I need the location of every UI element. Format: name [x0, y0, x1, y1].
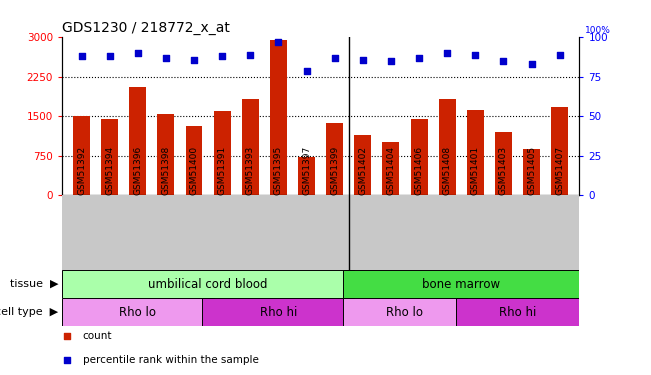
- Text: Rho lo: Rho lo: [119, 306, 156, 319]
- Bar: [551, 107, 568, 195]
- Point: [498, 58, 508, 64]
- Text: tissue  ▶: tissue ▶: [10, 279, 59, 289]
- Bar: [343, 298, 467, 326]
- Bar: [62, 270, 354, 298]
- Text: count: count: [83, 331, 112, 341]
- Point: [62, 333, 72, 339]
- Bar: [343, 270, 579, 298]
- Bar: [73, 116, 90, 195]
- Bar: [439, 99, 456, 195]
- Text: Rho hi: Rho hi: [499, 306, 536, 319]
- Bar: [298, 157, 315, 195]
- Point: [527, 61, 537, 67]
- Point: [555, 52, 565, 58]
- Bar: [202, 298, 354, 326]
- Text: cell type  ▶: cell type ▶: [0, 307, 59, 317]
- Point: [357, 57, 368, 63]
- Bar: [456, 298, 579, 326]
- Bar: [495, 132, 512, 195]
- Bar: [326, 123, 343, 195]
- Point: [442, 50, 452, 56]
- Bar: [411, 119, 428, 195]
- Bar: [214, 111, 230, 195]
- Point: [245, 52, 255, 58]
- Point: [189, 57, 199, 63]
- Point: [414, 55, 424, 61]
- Text: bone marrow: bone marrow: [422, 278, 501, 291]
- Text: umbilical cord blood: umbilical cord blood: [148, 278, 268, 291]
- Bar: [467, 110, 484, 195]
- Bar: [354, 135, 371, 195]
- Bar: [62, 298, 214, 326]
- Point: [301, 68, 312, 74]
- Point: [133, 50, 143, 56]
- Point: [470, 52, 480, 58]
- Point: [273, 39, 284, 45]
- Bar: [242, 99, 258, 195]
- Point: [161, 55, 171, 61]
- Point: [104, 53, 115, 59]
- Point: [386, 58, 396, 64]
- Point: [217, 53, 227, 59]
- Point: [62, 357, 72, 363]
- Text: percentile rank within the sample: percentile rank within the sample: [83, 354, 258, 364]
- Text: 100%: 100%: [585, 26, 611, 35]
- Text: Rho lo: Rho lo: [387, 306, 424, 319]
- Bar: [383, 142, 399, 195]
- Bar: [130, 87, 146, 195]
- Bar: [270, 40, 287, 195]
- Bar: [523, 149, 540, 195]
- Bar: [186, 126, 202, 195]
- Text: GDS1230 / 218772_x_at: GDS1230 / 218772_x_at: [62, 21, 230, 35]
- Bar: [101, 119, 118, 195]
- Bar: [158, 114, 174, 195]
- Point: [76, 53, 87, 59]
- Point: [329, 55, 340, 61]
- Text: Rho hi: Rho hi: [260, 306, 297, 319]
